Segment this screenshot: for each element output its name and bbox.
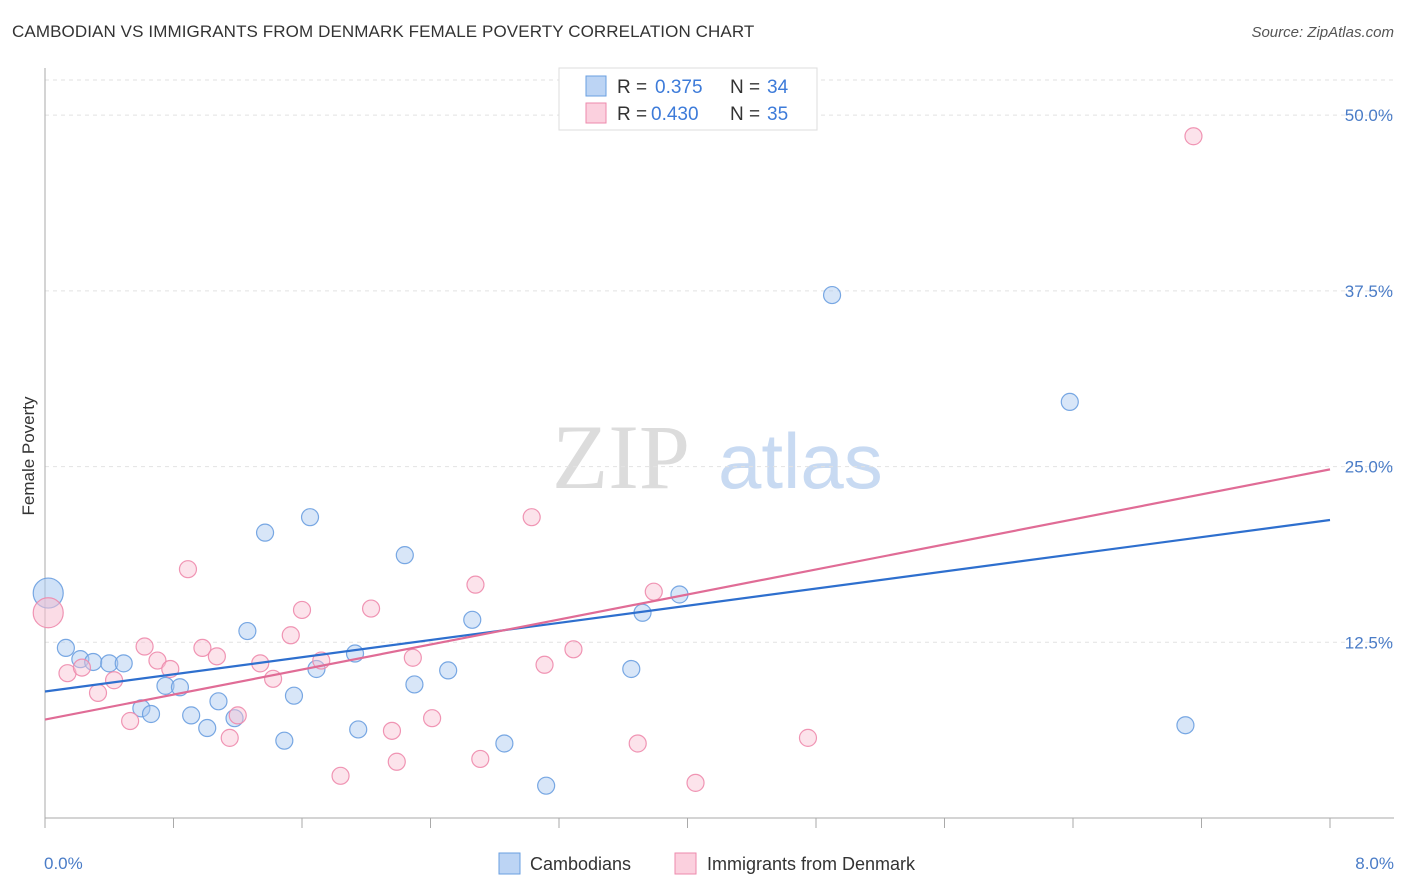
bottom-legend-swatch-cambodians xyxy=(498,852,521,875)
cambodians-point-18 xyxy=(300,508,320,527)
legend-n-value-2: 35 xyxy=(767,104,788,125)
cambodians-point-23 xyxy=(405,675,424,694)
bottom-legend-swatch-denmark xyxy=(674,852,697,875)
legend-swatch-denmark xyxy=(585,102,607,124)
legend-n-label-2: N = xyxy=(730,104,760,125)
y-tick-label-2: 37.5% xyxy=(1345,282,1393,301)
cambodians-trend-line xyxy=(44,518,1331,693)
denmark-point-5 xyxy=(121,711,140,731)
cambodians-point-15 xyxy=(255,523,275,542)
y-tick-labels: 12.5% 25.0% 37.5% 50.0% xyxy=(1345,106,1393,652)
denmark-trend-line xyxy=(44,468,1331,721)
legend-n-value-1: 34 xyxy=(767,77,789,98)
denmark-point-34 xyxy=(1184,127,1203,146)
cambodians-point-4 xyxy=(100,654,119,673)
cambodians-point-5 xyxy=(114,654,133,673)
y-tick-label-0: 12.5% xyxy=(1345,633,1393,652)
denmark-point-0 xyxy=(32,597,64,629)
denmark-point-11 xyxy=(207,647,226,666)
cambodians-point-8 xyxy=(156,676,175,695)
cambodians-point-14 xyxy=(238,621,257,641)
legend-r-label-1: R = xyxy=(617,77,647,98)
cambodians-point-33 xyxy=(1176,716,1195,735)
cambodians-point-7 xyxy=(141,704,161,724)
denmark-point-30 xyxy=(628,734,647,753)
axes xyxy=(44,68,1394,819)
grid-lines xyxy=(45,79,1394,643)
cambodians-point-1 xyxy=(56,638,75,658)
denmark-point-15 xyxy=(263,669,283,688)
x-tick-label-min: 0.0% xyxy=(44,854,83,873)
legend-n-label-1: N = xyxy=(730,77,760,98)
denmark-point-24 xyxy=(423,709,442,728)
cambodians-point-17 xyxy=(284,686,304,705)
y-tick-label-1: 25.0% xyxy=(1345,458,1393,477)
cambodians-point-10 xyxy=(182,706,201,725)
cambodians-point-25 xyxy=(463,610,482,629)
denmark-point-31 xyxy=(644,582,663,601)
denmark-point-32 xyxy=(686,773,705,792)
denmark-point-17 xyxy=(292,600,312,620)
denmark-point-20 xyxy=(361,599,381,618)
x-ticks xyxy=(44,818,1331,828)
cambodians-point-32 xyxy=(1060,392,1079,412)
denmark-point-10 xyxy=(193,638,212,658)
cambodians-point-28 xyxy=(622,659,641,679)
denmark-point-2 xyxy=(72,658,92,677)
denmark-point-33 xyxy=(798,728,818,747)
cambodians-point-27 xyxy=(537,776,556,795)
denmark-point-29 xyxy=(564,640,583,659)
denmark-point-28 xyxy=(535,655,554,674)
denmark-point-26 xyxy=(471,749,490,769)
trend-lines xyxy=(44,468,1331,721)
chart-title: CAMBODIAN VS IMMIGRANTS FROM DENMARK FEM… xyxy=(12,22,755,41)
bottom-legend-label-cambodians: Cambodians xyxy=(530,854,631,874)
denmark-point-12 xyxy=(220,728,239,747)
cambodians-point-3 xyxy=(84,652,103,672)
cambodians-point-24 xyxy=(439,661,458,680)
stats-legend: R = 0.375 N = 34 R = 0.430 N = 35 xyxy=(558,67,818,131)
cambodians-point-16 xyxy=(275,731,294,750)
denmark-point-22 xyxy=(387,752,406,771)
legend-r-value-1: 0.375 xyxy=(655,77,703,98)
watermark: ZIP atlas xyxy=(552,406,883,508)
watermark-zip: ZIP xyxy=(552,406,690,508)
cambodians-point-31 xyxy=(822,285,842,305)
denmark-point-3 xyxy=(88,683,108,702)
denmark-point-19 xyxy=(331,766,350,785)
cambodians-point-11 xyxy=(198,718,217,738)
legend-swatch-cambodians xyxy=(585,75,607,97)
source-label: Source: ZipAtlas.com xyxy=(1251,24,1394,41)
denmark-point-27 xyxy=(522,508,541,527)
cambodians-point-12 xyxy=(209,692,228,711)
x-tick-label-max: 8.0% xyxy=(1355,854,1394,873)
bottom-legend-label-denmark: Immigrants from Denmark xyxy=(707,854,916,874)
denmark-point-9 xyxy=(178,560,198,579)
cambodians-point-22 xyxy=(395,546,414,565)
legend-r-value-2: 0.430 xyxy=(651,104,699,125)
denmark-point-25 xyxy=(466,575,485,594)
cambodians-point-13 xyxy=(225,709,244,728)
denmark-point-23 xyxy=(403,648,422,667)
cambodians-point-21 xyxy=(349,720,368,739)
cambodians-point-26 xyxy=(495,734,514,753)
watermark-atlas: atlas xyxy=(718,417,883,505)
denmark-point-21 xyxy=(382,721,402,740)
legend-r-label-2: R = xyxy=(617,104,647,125)
denmark-point-4 xyxy=(104,671,124,690)
y-axis-label: Female Poverty xyxy=(19,396,38,516)
denmark-point-16 xyxy=(281,626,300,645)
denmark-point-6 xyxy=(135,637,154,656)
data-points xyxy=(32,127,1203,795)
series-legend: Cambodians Immigrants from Denmark xyxy=(498,852,916,875)
y-tick-label-3: 50.0% xyxy=(1345,106,1393,125)
denmark-point-7 xyxy=(148,651,167,670)
denmark-point-13 xyxy=(228,706,247,725)
